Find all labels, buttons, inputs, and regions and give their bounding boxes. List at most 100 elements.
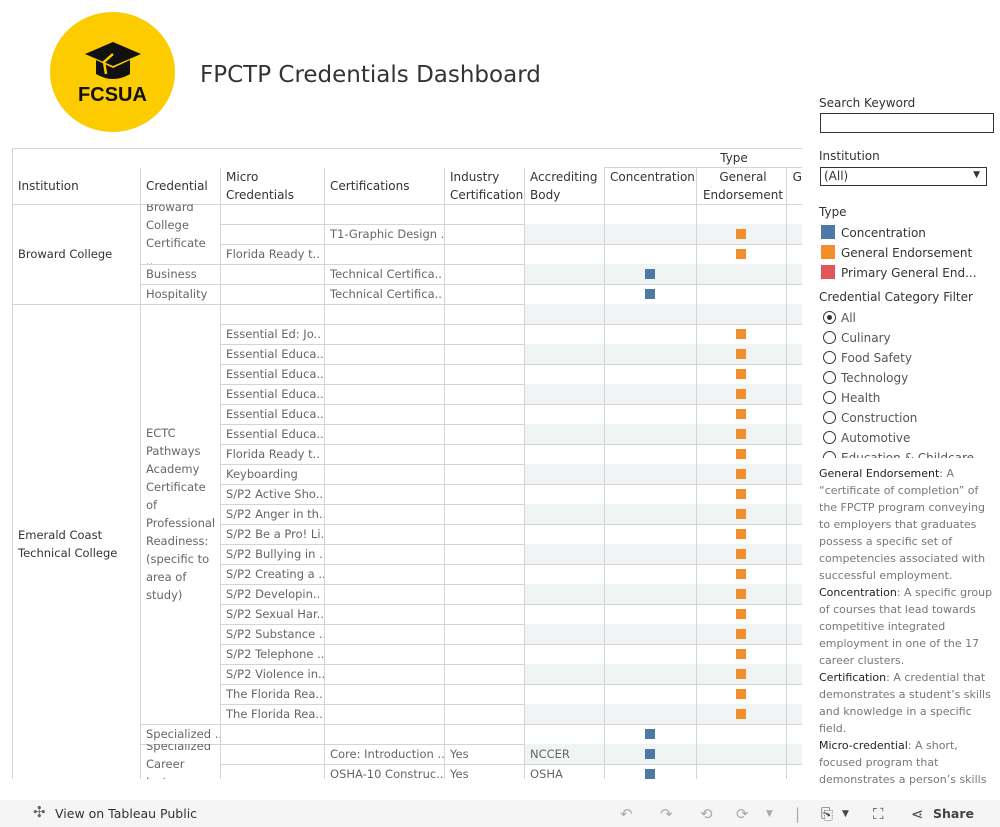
cell-cert[interactable]: Core: Introduction .. [330, 747, 444, 761]
cell-cert[interactable]: Technical Certifica.. [330, 267, 442, 281]
cell-industry[interactable]: Yes [450, 747, 469, 761]
radio-construction[interactable]: Construction [823, 408, 917, 428]
cell-cert[interactable] [324, 724, 444, 726]
general-endorsement-mark[interactable] [736, 609, 746, 619]
cell-industry[interactable] [444, 724, 524, 726]
institution-dropdown[interactable]: (All) ▼ [820, 167, 987, 186]
cell-cert[interactable] [324, 604, 444, 606]
cell-accrediting[interactable] [524, 564, 604, 566]
cell-micro[interactable] [220, 744, 324, 746]
radio-button-icon[interactable] [823, 331, 836, 344]
cell-accrediting[interactable] [524, 504, 604, 506]
radio-education-childcare[interactable]: Education & Childcare [823, 448, 974, 458]
cell-accrediting[interactable] [524, 364, 604, 366]
cell-cert[interactable] [324, 424, 444, 426]
cell-cert[interactable]: OSHA-10 Construc.. [330, 767, 444, 779]
radio-button-icon[interactable] [823, 431, 836, 444]
cell-micro[interactable]: Florida Ready t.. [226, 447, 320, 461]
cell-industry[interactable] [444, 544, 524, 546]
cell-cert[interactable] [324, 304, 444, 306]
cell-industry[interactable] [444, 424, 524, 426]
cell-cert[interactable] [324, 204, 444, 206]
cell-industry[interactable] [444, 404, 524, 406]
cell-accrediting[interactable] [524, 424, 604, 426]
cell-accrediting[interactable] [524, 244, 604, 246]
refresh-icon[interactable]: ⟳ [736, 805, 749, 823]
cell-micro[interactable]: S/P2 Anger in th.. [226, 507, 324, 521]
share-icon[interactable]: ⋖ [911, 805, 924, 823]
cell-cert[interactable] [324, 464, 444, 466]
cell-accrediting[interactable] [524, 304, 604, 306]
share-button[interactable]: Share [933, 806, 974, 821]
cell-micro[interactable]: S/P2 Creating a .. [226, 567, 324, 581]
cell-cert[interactable] [324, 624, 444, 626]
cell-accrediting[interactable] [524, 224, 604, 226]
credential-cell[interactable]: Hospitality [140, 284, 220, 304]
general-endorsement-mark[interactable] [736, 249, 746, 259]
general-endorsement-mark[interactable] [736, 529, 746, 539]
radio-automotive[interactable]: Automotive [823, 428, 910, 448]
column-header-institution[interactable]: Institution [18, 179, 79, 193]
cell-cert[interactable] [324, 584, 444, 586]
cell-industry[interactable] [444, 264, 524, 266]
download-dropdown-icon[interactable]: ▼ [842, 809, 849, 819]
cell-micro[interactable]: Essential Educa.. [226, 367, 324, 381]
view-on-tableau-link[interactable]: View on Tableau Public [55, 806, 198, 821]
cell-accrediting[interactable] [524, 444, 604, 446]
cell-industry[interactable] [444, 364, 524, 366]
radio-button-icon[interactable] [823, 391, 836, 404]
concentration-mark[interactable] [645, 729, 655, 739]
cell-micro[interactable]: S/P2 Violence in.. [226, 667, 324, 681]
cell-accrediting[interactable] [524, 544, 604, 546]
general-endorsement-mark[interactable] [736, 229, 746, 239]
cell-micro[interactable] [220, 724, 324, 726]
general-endorsement-mark[interactable] [736, 709, 746, 719]
redo-icon[interactable]: ↷ [660, 805, 673, 823]
cell-micro[interactable] [220, 224, 324, 226]
cell-micro[interactable]: Keyboarding [226, 467, 298, 481]
cell-industry[interactable] [444, 324, 524, 326]
column-header-micro-credentials[interactable]: Micro Credentials [226, 170, 295, 202]
cell-micro[interactable]: S/P2 Be a Pro! Li.. [226, 527, 324, 541]
cell-cert[interactable] [324, 344, 444, 346]
cell-industry[interactable] [444, 344, 524, 346]
radio-culinary[interactable]: Culinary [823, 328, 891, 348]
general-endorsement-mark[interactable] [736, 349, 746, 359]
download-icon[interactable]: ⎘ [821, 805, 834, 823]
cell-industry[interactable] [444, 304, 524, 306]
cell-accrediting[interactable] [524, 464, 604, 466]
cell-industry[interactable] [444, 524, 524, 526]
cell-accrediting[interactable] [524, 664, 604, 666]
cell-industry[interactable] [444, 624, 524, 626]
concentration-mark[interactable] [645, 289, 655, 299]
cell-cert[interactable] [324, 544, 444, 546]
radio-button-icon[interactable] [823, 371, 836, 384]
credential-cell[interactable]: Business [140, 264, 220, 284]
general-endorsement-mark[interactable] [736, 369, 746, 379]
search-input[interactable] [820, 113, 994, 133]
institution-cell[interactable]: Emerald Coast Technical College [12, 304, 140, 779]
cell-micro[interactable]: S/P2 Substance .. [226, 627, 324, 641]
cell-micro[interactable]: Essential Educa.. [226, 407, 324, 421]
cell-micro[interactable]: Florida Ready t.. [226, 247, 320, 261]
cell-accrediting[interactable] [524, 524, 604, 526]
credential-cell[interactable]: Broward College Certificate .. [140, 204, 220, 264]
column-header-industry-certification[interactable]: Industry Certification [450, 170, 524, 202]
cell-industry[interactable]: Yes [450, 767, 469, 779]
refresh-dropdown-icon[interactable]: ▼ [766, 809, 773, 819]
general-endorsement-mark[interactable] [736, 569, 746, 579]
cell-industry[interactable] [444, 484, 524, 486]
cell-accrediting[interactable] [524, 624, 604, 626]
category-radio-list[interactable]: All Culinary Food Safety Technology Health Co… [815, 308, 975, 458]
column-header-ge[interactable]: Ge [792, 170, 802, 184]
cell-industry[interactable] [444, 704, 524, 706]
cell-cert[interactable]: Technical Certifica.. [330, 287, 442, 301]
cell-cert[interactable] [324, 664, 444, 666]
cell-micro[interactable] [220, 304, 324, 306]
general-endorsement-mark[interactable] [736, 449, 746, 459]
column-header-certifications[interactable]: Certifications [330, 179, 410, 193]
cell-cert[interactable] [324, 504, 444, 506]
cell-accrediting[interactable] [524, 344, 604, 346]
cell-industry[interactable] [444, 584, 524, 586]
general-endorsement-mark[interactable] [736, 469, 746, 479]
